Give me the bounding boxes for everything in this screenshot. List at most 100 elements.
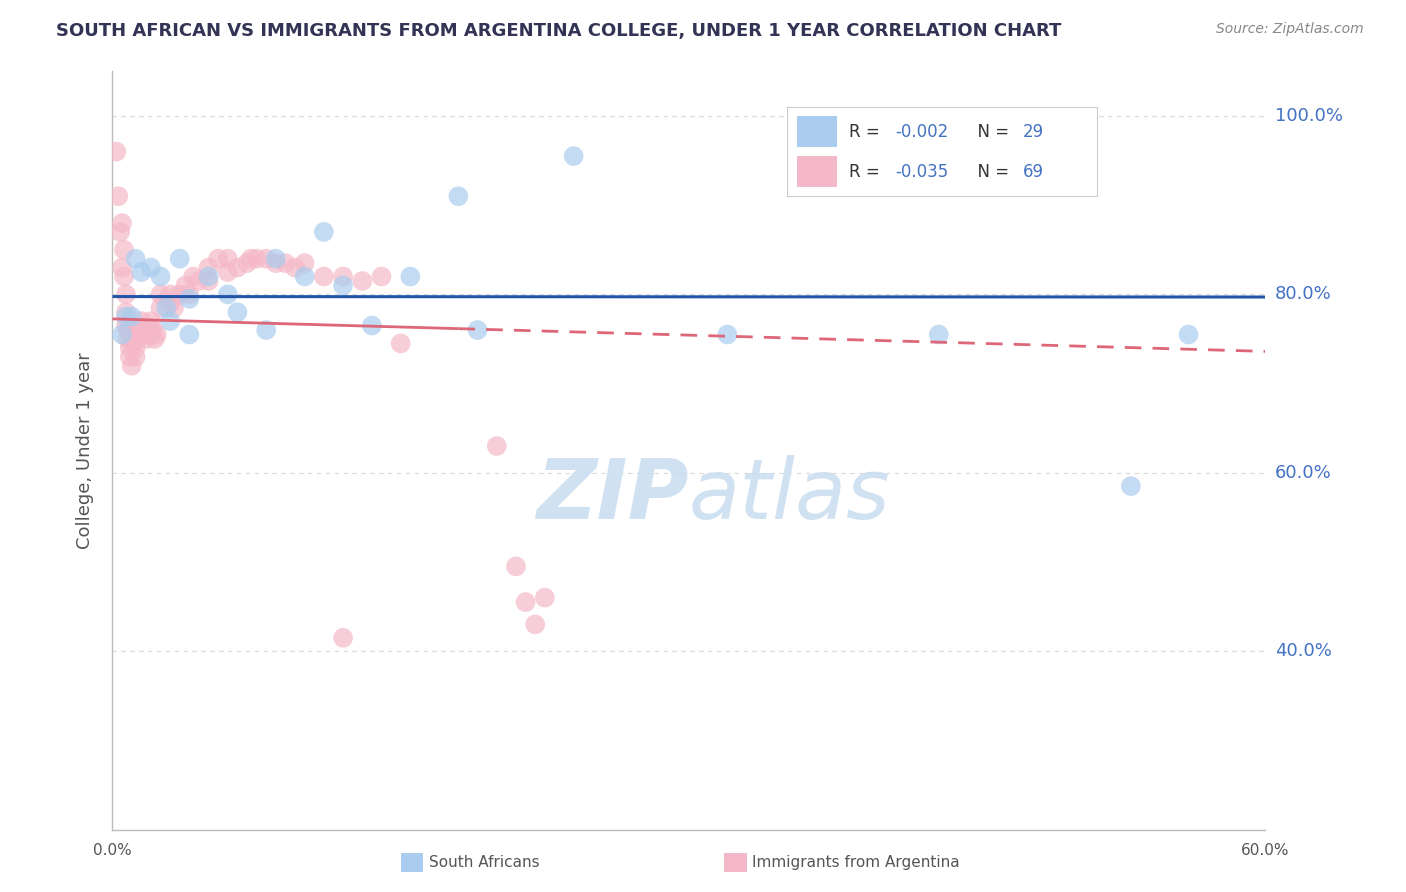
Point (145, 327, 167, 342)
FancyBboxPatch shape (797, 156, 837, 187)
Point (217, 252, 239, 266)
Point (129, 314, 153, 328)
Point (105, 145, 128, 159)
Text: N =: N = (967, 122, 1014, 141)
Text: South Africans: South Africans (429, 855, 540, 870)
Point (239, 252, 262, 266)
Point (1119, 479, 1142, 493)
Point (127, 332, 149, 346)
Point (115, 318, 138, 333)
Text: N =: N = (967, 162, 1014, 181)
Point (159, 296, 181, 310)
FancyBboxPatch shape (797, 116, 837, 147)
Text: 0.0%: 0.0% (93, 843, 132, 858)
Point (389, 336, 412, 351)
Point (361, 318, 384, 333)
Point (716, 327, 738, 342)
Point (399, 269, 422, 284)
Point (129, 265, 153, 279)
Point (142, 323, 165, 337)
Point (197, 260, 219, 275)
Point (149, 269, 172, 284)
Text: 100.0%: 100.0% (1275, 107, 1343, 125)
Point (118, 341, 141, 355)
Point (217, 265, 239, 279)
Point (264, 252, 287, 266)
Text: 69: 69 (1022, 162, 1043, 181)
Text: 29: 29 (1022, 122, 1043, 141)
Point (112, 269, 135, 284)
Point (294, 269, 316, 284)
Point (179, 292, 201, 306)
Point (107, 189, 129, 203)
Point (312, 225, 335, 239)
Point (163, 301, 186, 315)
Point (246, 252, 269, 266)
Point (485, 439, 508, 453)
Text: SOUTH AFRICAN VS IMMIGRANTS FROM ARGENTINA COLLEGE, UNDER 1 YEAR CORRELATION CHA: SOUTH AFRICAN VS IMMIGRANTS FROM ARGENTI… (56, 22, 1062, 40)
Point (122, 327, 145, 342)
Point (332, 269, 354, 284)
Text: -0.035: -0.035 (896, 162, 949, 181)
Point (159, 314, 181, 328)
Point (312, 269, 335, 284)
Point (254, 252, 277, 266)
Point (524, 617, 547, 632)
Point (207, 252, 229, 266)
Point (128, 327, 150, 342)
Y-axis label: College, Under 1 year: College, Under 1 year (76, 352, 94, 549)
Point (236, 256, 259, 270)
Text: 80.0%: 80.0% (1275, 285, 1331, 303)
Point (139, 260, 162, 275)
Point (294, 256, 316, 270)
Point (112, 243, 135, 257)
Point (155, 301, 177, 315)
Text: atlas: atlas (689, 456, 890, 536)
Point (274, 256, 297, 270)
Text: 40.0%: 40.0% (1275, 642, 1331, 660)
Point (174, 278, 197, 293)
Point (188, 274, 211, 288)
Point (117, 332, 139, 346)
Point (115, 287, 138, 301)
Point (121, 359, 143, 373)
Point (169, 287, 191, 301)
Point (515, 595, 537, 609)
Point (111, 216, 134, 230)
Point (332, 278, 354, 293)
Point (143, 332, 166, 346)
Point (134, 327, 156, 342)
Point (226, 260, 249, 275)
Text: Immigrants from Argentina: Immigrants from Argentina (752, 855, 960, 870)
Point (226, 305, 249, 319)
Point (117, 323, 139, 337)
Point (1177, 327, 1199, 342)
Point (370, 269, 392, 284)
Point (111, 260, 134, 275)
Point (179, 287, 201, 301)
Point (139, 327, 162, 342)
Text: 60.0%: 60.0% (1275, 464, 1331, 482)
Point (139, 314, 162, 328)
Point (197, 269, 219, 284)
Point (121, 323, 143, 337)
Text: R =: R = (849, 162, 886, 181)
Point (447, 189, 470, 203)
Point (169, 252, 191, 266)
Point (124, 341, 146, 355)
Point (197, 274, 219, 288)
Point (562, 149, 585, 163)
Point (467, 323, 489, 337)
Point (217, 287, 239, 301)
Point (108, 225, 131, 239)
Point (121, 310, 143, 324)
Text: 60.0%: 60.0% (1241, 843, 1289, 858)
Point (118, 350, 141, 364)
Text: ZIP: ZIP (536, 456, 689, 536)
Point (179, 327, 201, 342)
Point (534, 591, 557, 605)
Point (132, 323, 155, 337)
Point (122, 336, 145, 351)
Point (129, 323, 153, 337)
Text: -0.002: -0.002 (896, 122, 949, 141)
